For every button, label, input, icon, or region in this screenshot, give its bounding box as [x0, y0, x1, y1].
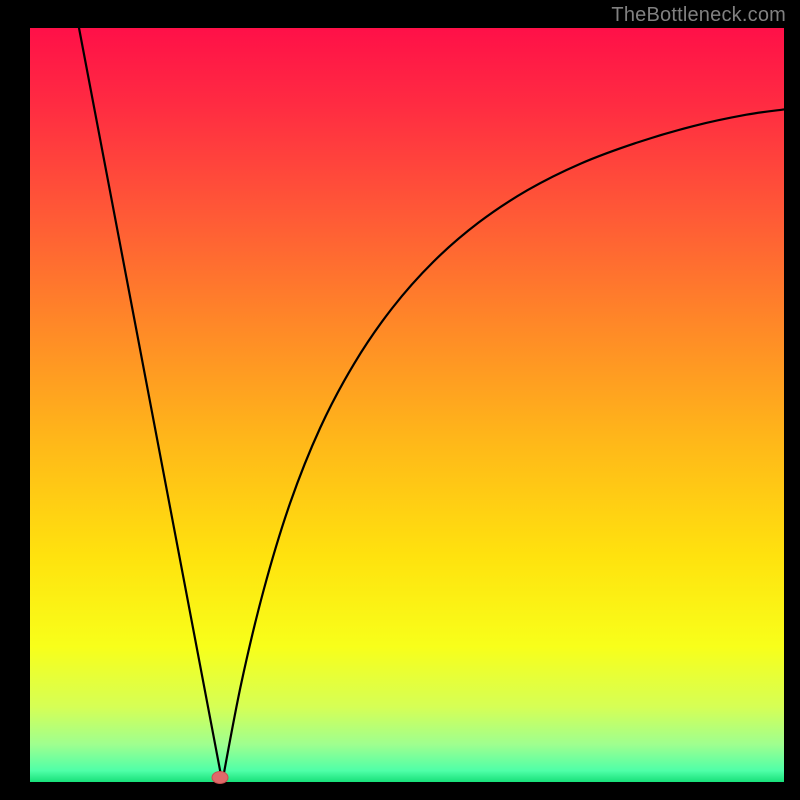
bottleneck-chart: [0, 0, 800, 800]
chart-frame: TheBottleneck.com: [0, 0, 800, 800]
optimal-point-marker: [212, 771, 228, 783]
watermark-text: TheBottleneck.com: [611, 4, 786, 27]
plot-background: [30, 28, 784, 782]
